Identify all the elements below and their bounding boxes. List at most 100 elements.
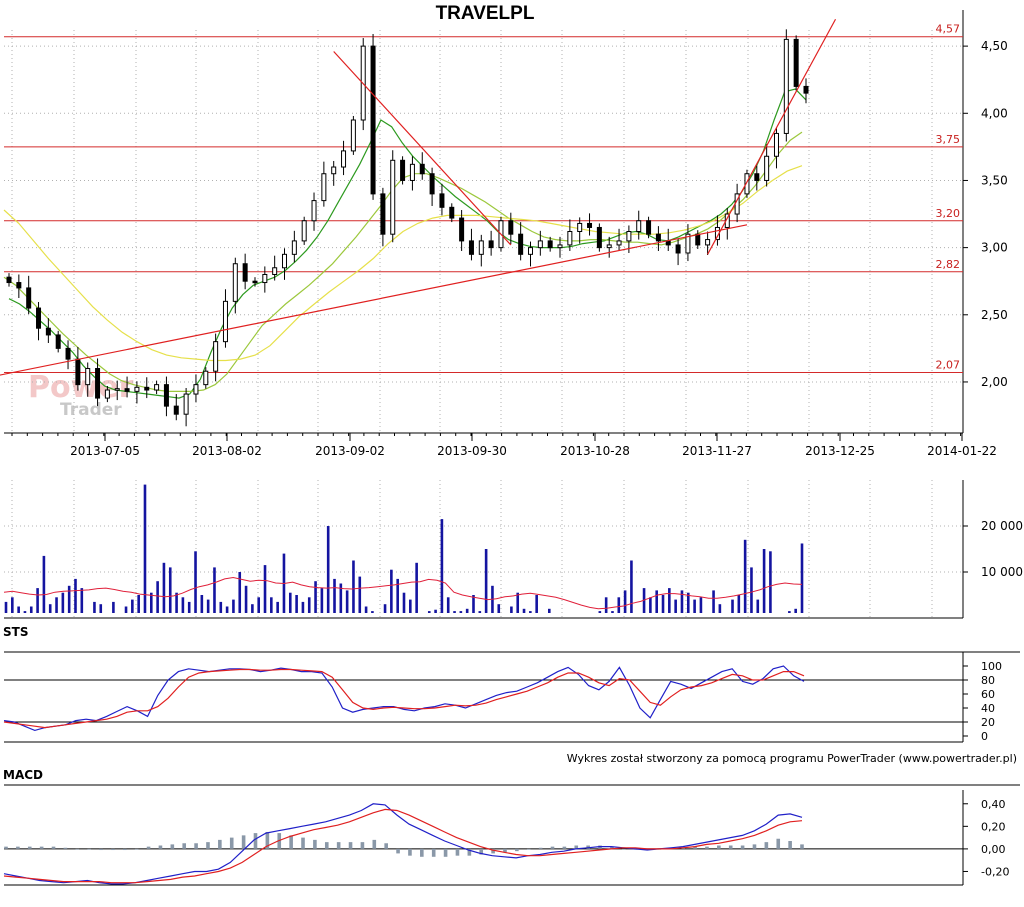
volume-bar	[156, 581, 159, 613]
candle-body	[705, 239, 711, 246]
volume-bar	[453, 611, 456, 613]
macd-histogram-bar	[443, 848, 448, 857]
volume-bar	[307, 597, 311, 613]
candle-body	[262, 273, 268, 284]
volume-bar	[617, 597, 621, 613]
macd-histogram-bar	[218, 839, 222, 849]
candle-body	[163, 384, 169, 407]
candle-body	[459, 217, 465, 242]
sts-y-tick-label: 60	[981, 688, 995, 701]
price-level-label: 3,75	[936, 133, 961, 146]
macd-histogram-bar	[598, 845, 602, 849]
volume-bar	[345, 590, 349, 613]
volume-bar	[137, 595, 140, 613]
macd-title: MACD	[3, 768, 43, 782]
macd-histogram-bar	[562, 846, 567, 849]
volume-bar	[611, 611, 614, 613]
volume-bar	[800, 543, 804, 613]
candle-body	[527, 247, 533, 255]
macd-histogram-bar	[289, 835, 293, 849]
volume-bar	[743, 539, 747, 613]
macd-y-tick-label: -0,20	[981, 865, 1009, 878]
volume-bar	[213, 567, 216, 613]
macd-histogram-bar	[111, 848, 115, 851]
volume-bar	[187, 601, 191, 613]
macd-line-macd-line	[3, 803, 803, 885]
candle-body	[390, 159, 396, 235]
macd-histogram-bar	[39, 846, 44, 849]
volume-bar	[42, 555, 46, 613]
candle-body	[449, 206, 455, 219]
volume-bar	[175, 592, 178, 613]
macd-histogram-bar	[717, 845, 721, 849]
moving-average-line-ma-fast	[8, 88, 807, 399]
volume-bar	[194, 551, 197, 613]
macd-histogram-bar	[146, 846, 151, 849]
candle-body	[252, 280, 258, 284]
candle-body	[144, 386, 150, 391]
volume-bar	[516, 592, 520, 613]
sts-y-tick-label: 0	[981, 730, 988, 743]
candle-body	[793, 38, 799, 87]
volume-bar	[510, 606, 513, 613]
price-y-tick-label: 3,50	[981, 173, 1008, 187]
candle-body	[242, 263, 248, 282]
x-tick-label: 2013-09-02	[315, 444, 385, 458]
macd-histogram-bar	[455, 848, 460, 856]
x-tick-label: 2014-01-22	[927, 444, 997, 458]
volume-bar	[446, 597, 450, 613]
candle-body	[380, 193, 386, 235]
volume-bar	[383, 604, 387, 613]
candle-body	[272, 267, 278, 275]
macd-histogram-bar	[301, 837, 305, 849]
volume-bar	[630, 560, 633, 613]
volume-bar	[465, 608, 469, 613]
price-y-tick-label: 2,50	[981, 308, 1008, 322]
candle-body	[282, 253, 288, 269]
volume-bar	[11, 597, 14, 613]
candle-body	[173, 405, 179, 415]
volume-bar	[478, 611, 482, 613]
volume-bar	[251, 604, 254, 613]
macd-histogram-bar	[740, 845, 745, 849]
macd-histogram-bar	[479, 848, 484, 855]
volume-bar	[333, 578, 336, 613]
macd-histogram-bar	[408, 848, 412, 856]
volume-bar	[769, 551, 772, 613]
volume-bar	[150, 592, 153, 613]
x-tick-label: 2013-08-02	[192, 444, 262, 458]
candle-body	[429, 173, 435, 195]
volume-bar	[232, 599, 235, 613]
volume-bar	[731, 599, 734, 613]
macd-histogram-bar	[313, 839, 317, 849]
candle-body	[85, 368, 91, 386]
macd-histogram-bar	[503, 848, 507, 853]
volume-bar	[225, 606, 229, 613]
candle-body	[646, 220, 652, 235]
candle-body	[606, 244, 612, 249]
candle-body	[557, 244, 563, 249]
candle-body	[626, 231, 632, 242]
macd-line-macd-signal	[3, 808, 803, 884]
volume-bar	[699, 597, 703, 613]
macd-histogram-bar	[491, 848, 495, 854]
candle-body	[232, 263, 238, 302]
macd-histogram-bar	[526, 848, 531, 850]
volume-bar	[623, 590, 627, 613]
price-level-label: 4,57	[936, 23, 961, 36]
macd-histogram-bar	[27, 846, 32, 849]
candle-body	[764, 155, 770, 181]
volume-bar	[409, 599, 412, 613]
macd-y-tick-label: 0,20	[981, 820, 1006, 833]
volume-bar	[459, 611, 463, 613]
volume-bar	[276, 601, 279, 613]
price-y-tick-label: 4,50	[981, 39, 1008, 53]
volume-panel: 10 000 20 000	[3, 480, 1023, 619]
macd-histogram-bar	[788, 841, 792, 849]
volume-bar	[529, 611, 532, 613]
volume-bar	[270, 597, 273, 613]
volume-bar	[48, 604, 52, 613]
volume-bar	[29, 606, 33, 613]
